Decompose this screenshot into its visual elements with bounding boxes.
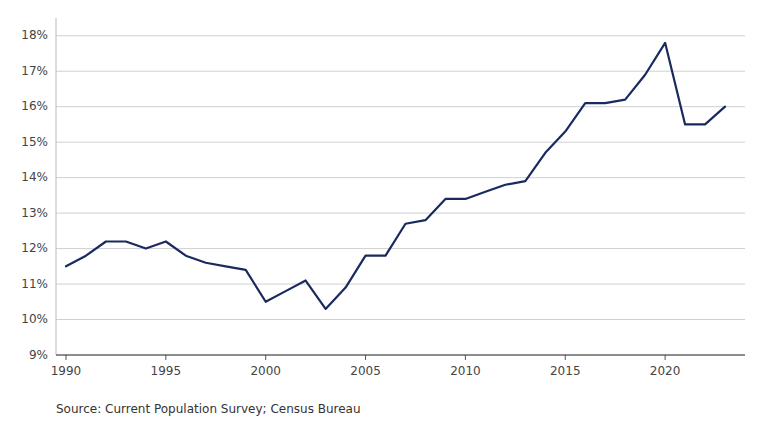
data-line	[66, 43, 725, 309]
x-tick	[165, 355, 166, 360]
y-tick-label: 12%	[21, 241, 48, 255]
y-tick-label: 10%	[21, 312, 48, 326]
y-tick-label: 18%	[21, 28, 48, 42]
y-tick-label: 16%	[21, 99, 48, 113]
y-tick-label: 14%	[21, 170, 48, 184]
grid-line	[56, 142, 745, 143]
x-tick-label: 2000	[250, 364, 281, 378]
grid-line	[56, 355, 745, 356]
y-tick-label: 17%	[21, 64, 48, 78]
x-tick-label: 2005	[350, 364, 381, 378]
chart: 9% 10% 11% 12% 13% 14% 15% 16% 17% 18% 1990 1995 200…	[0, 0, 767, 425]
x-axis-line	[56, 355, 745, 356]
x-tick-label: 1995	[151, 364, 182, 378]
y-tick-label: 13%	[21, 206, 48, 220]
source-note: Source: Current Population Survey; Censu…	[56, 402, 361, 416]
grid-line	[56, 284, 745, 285]
y-axis-line	[56, 18, 57, 355]
x-tick-label: 2020	[650, 364, 681, 378]
grid-line	[56, 248, 745, 249]
y-tick-label: 11%	[21, 277, 48, 291]
x-tick	[65, 355, 66, 360]
y-tick-label: 15%	[21, 135, 48, 149]
x-tick	[665, 355, 666, 360]
x-tick	[365, 355, 366, 360]
x-axis: 1990 1995 2000 2005 2010 2015 2020	[51, 355, 745, 378]
grid-line	[56, 71, 745, 72]
grid-line	[56, 35, 745, 36]
grid-line	[56, 213, 745, 214]
y-axis: 9% 10% 11% 12% 13% 14% 15% 16% 17% 18%	[21, 18, 745, 362]
y-tick-label: 9%	[29, 348, 48, 362]
grid-line	[56, 177, 745, 178]
x-tick	[565, 355, 566, 360]
grid-line	[56, 319, 745, 320]
x-tick-label: 1990	[51, 364, 82, 378]
x-tick	[465, 355, 466, 360]
x-tick-label: 2010	[450, 364, 481, 378]
plot-area	[66, 43, 725, 309]
x-tick-label: 2015	[550, 364, 581, 378]
x-tick	[265, 355, 266, 360]
grid-line	[56, 106, 745, 107]
